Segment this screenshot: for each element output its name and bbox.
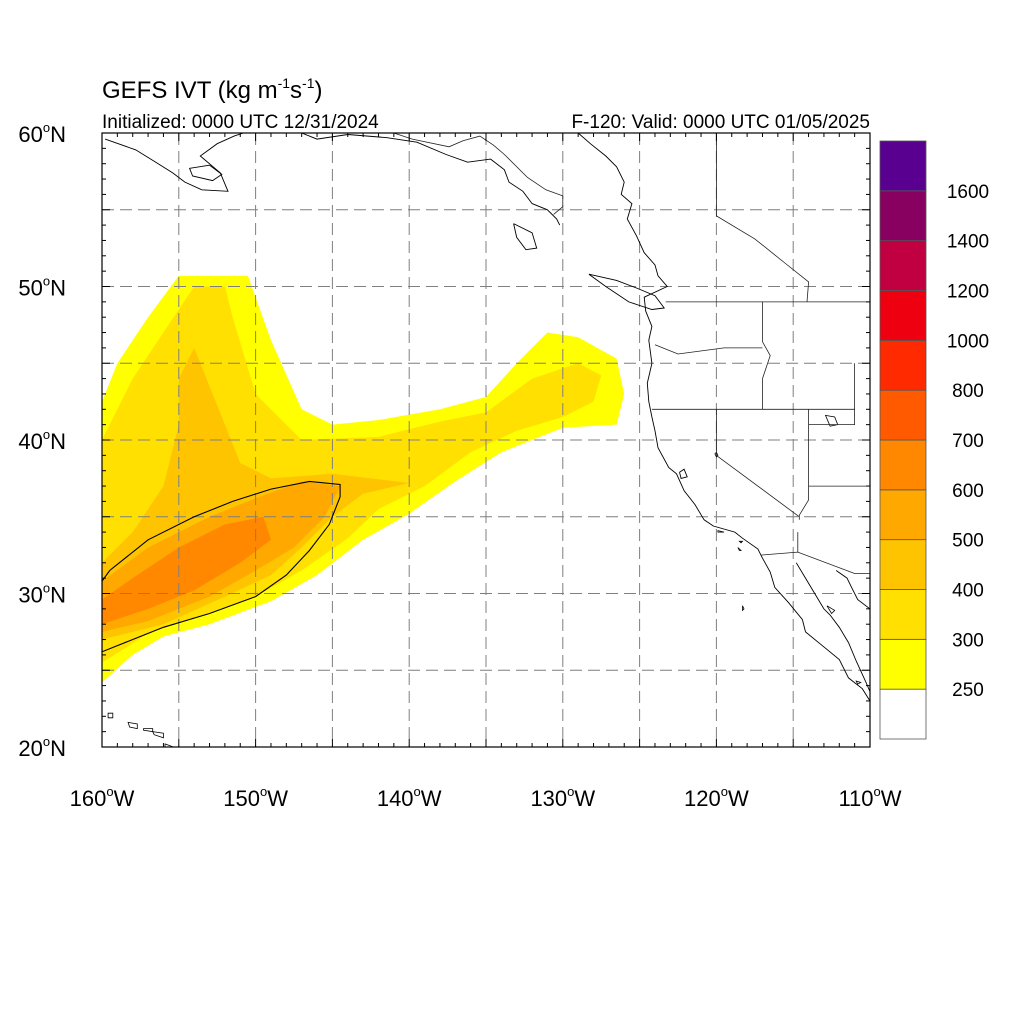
lon-label-140: 140oW: [377, 784, 442, 811]
political-borders: [393, 133, 870, 574]
colorbar-label-250: 250: [952, 680, 984, 701]
coastline-segment: [513, 223, 538, 251]
island-outline: [742, 605, 745, 612]
colorbar-label-600: 600: [952, 481, 984, 502]
border-line: [654, 344, 763, 355]
lon-label-150: 150oW: [223, 784, 288, 811]
island-outline: [164, 743, 175, 747]
colorbar-label-1600: 1600: [947, 182, 989, 203]
island-outline: [826, 605, 836, 615]
colorbar-swatch: [879, 290, 927, 341]
latitude-labels: 60oN 50oN 40oN 30oN 20oN: [18, 120, 66, 761]
border-line: [808, 363, 855, 426]
colorbar-swatch: [879, 140, 927, 192]
lat-label-20: 20oN: [18, 734, 66, 761]
island-outline: [737, 547, 742, 551]
colorbar-swatch: [879, 339, 927, 391]
colorbar-label-500: 500: [952, 531, 984, 552]
colorbar-swatch: [879, 389, 927, 441]
lon-label-120: 120oW: [684, 784, 749, 811]
ivt-region-600: [102, 516, 271, 625]
border-line: [716, 409, 800, 518]
colorbar-swatch: [879, 638, 927, 690]
border-line: [762, 301, 771, 410]
lat-label-60: 60oN: [18, 120, 66, 147]
colorbar-label-1400: 1400: [947, 232, 989, 253]
graticule: [102, 133, 870, 747]
longitude-labels: 160oW 150oW 140oW 130oW 120oW 110oW: [70, 784, 902, 811]
lon-label-130: 130oW: [530, 784, 595, 811]
colorbar-swatch: [879, 688, 927, 740]
island-outline: [855, 680, 862, 685]
island-outline: [152, 731, 164, 739]
lat-label-30: 30oN: [18, 581, 66, 608]
colorbar-label-400: 400: [952, 581, 984, 602]
border-line: [716, 133, 810, 302]
valid-time-label: F-120: Valid: 0000 UTC 01/05/2025: [571, 112, 870, 133]
lon-label-160: 160oW: [70, 784, 135, 811]
island-outline: [127, 721, 138, 730]
colorbar-swatch: [879, 190, 927, 242]
initialized-label: Initialized: 0000 UTC 12/31/2024: [102, 112, 379, 133]
colorbar-swatch: [879, 539, 927, 590]
lat-label-50: 50oN: [18, 274, 66, 301]
colorbar-swatch: [879, 240, 927, 291]
island-outline: [143, 728, 154, 733]
lon-label-110: 110oW: [838, 784, 901, 811]
lat-label-40: 40oN: [18, 427, 66, 454]
colorbar: 250 300 400 500 600 700 800 1000 1200 1400 1600: [879, 140, 989, 740]
ivt-500-contour: [102, 480, 341, 653]
coastline-segment: [795, 562, 870, 692]
coastline-segment: [588, 273, 666, 310]
border-line: [393, 133, 564, 215]
colorbar-label-300: 300: [952, 630, 984, 651]
coastline-segment: [577, 133, 870, 702]
colorbar-label-800: 800: [952, 381, 984, 402]
coastline-segment: [104, 133, 244, 192]
contour-line-500: [102, 480, 341, 653]
ivt-shading: [102, 275, 625, 683]
colorbar-swatch: [879, 489, 927, 541]
island-outline: [738, 540, 744, 544]
island-outline: [717, 530, 725, 533]
plot-area: [102, 133, 870, 747]
figure-title: GEFS IVT (kg m-1s-1): [102, 75, 323, 104]
coastline-segment: [188, 164, 223, 182]
colorbar-label-700: 700: [952, 431, 984, 452]
coastline-segment: [835, 570, 870, 610]
lake-outline: [714, 451, 719, 458]
colorbar-swatch: [879, 589, 927, 640]
colorbar-label-1200: 1200: [947, 282, 989, 303]
coastline-segment: [679, 468, 688, 479]
border-line: [760, 551, 870, 574]
colorbar-swatch: [879, 439, 927, 491]
border-line: [798, 409, 809, 520]
colorbar-label-1000: 1000: [947, 331, 989, 352]
axis-ticks: [101, 132, 871, 748]
island-outline: [107, 712, 114, 719]
coastline-segment: [301, 133, 561, 226]
